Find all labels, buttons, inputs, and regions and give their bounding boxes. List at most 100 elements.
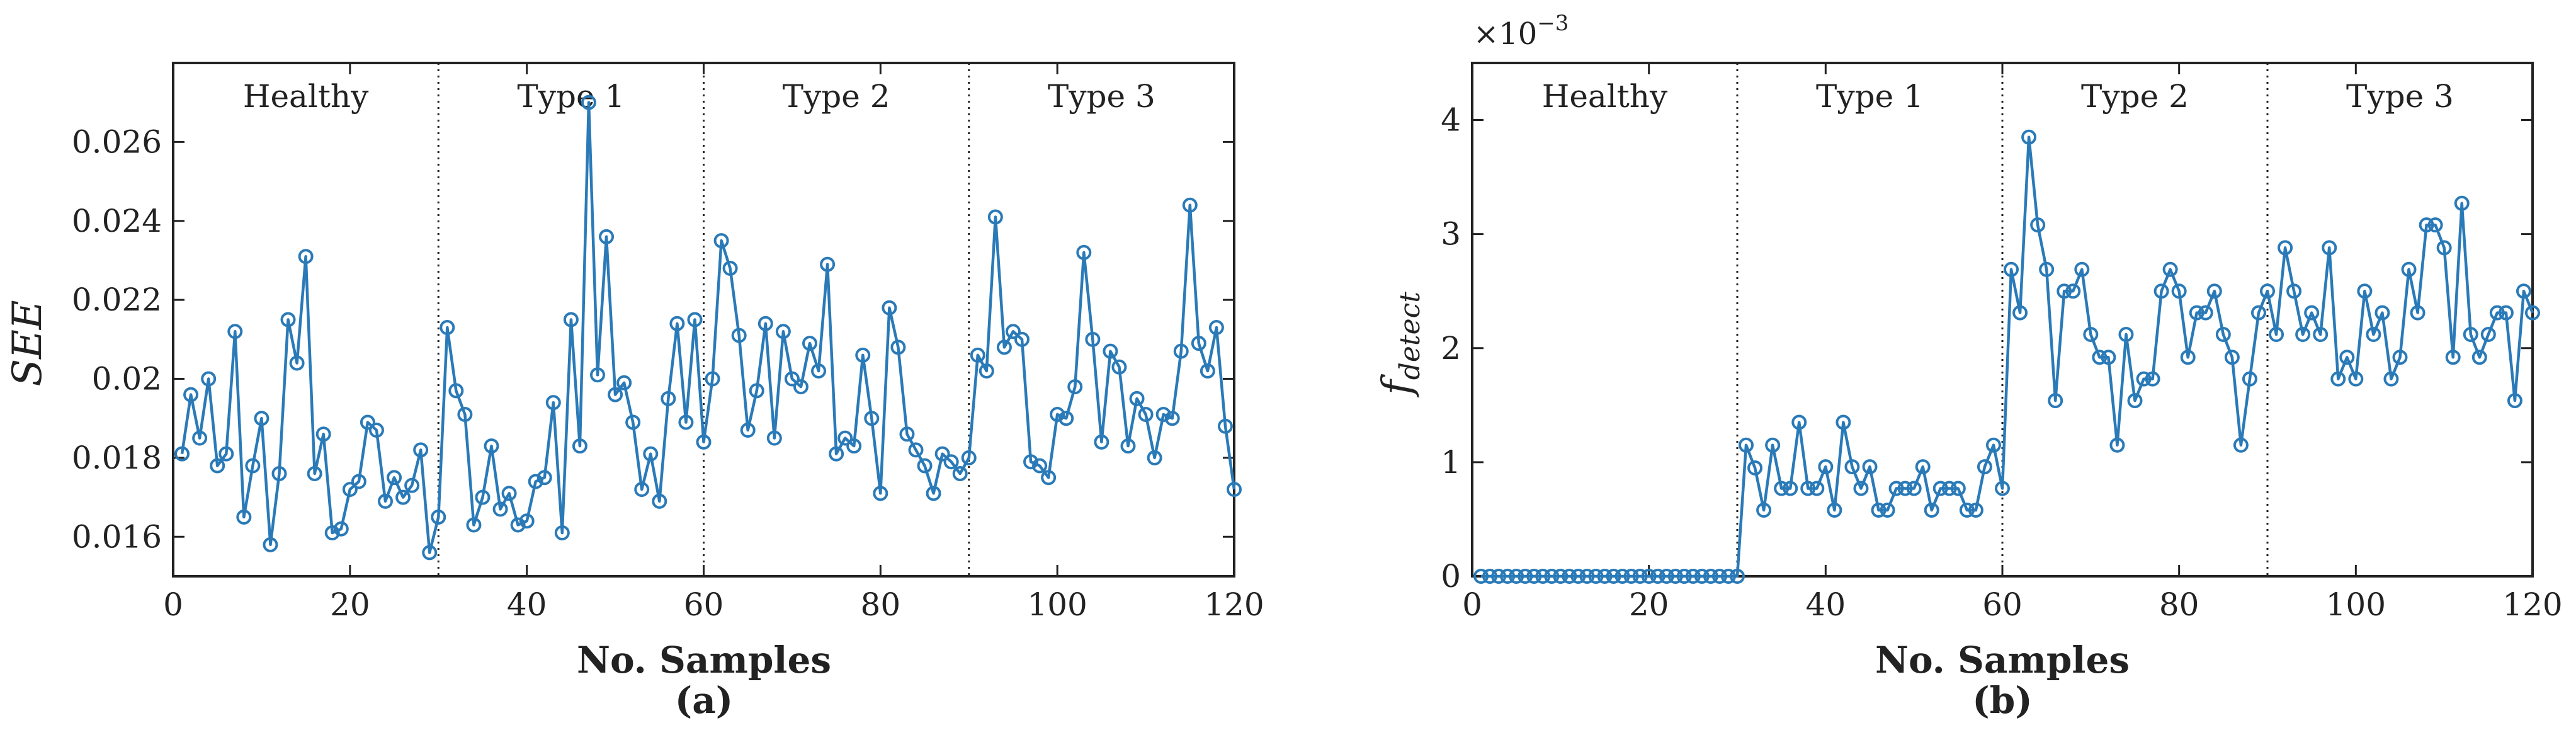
chart-a-data-point	[1120, 438, 1136, 454]
chart-a-region-label: Healthy	[243, 78, 369, 115]
chart-b-region-label: Type 3	[2346, 78, 2454, 115]
chart-a-data-point	[1173, 343, 1189, 359]
chart-a-data-point	[254, 411, 270, 426]
chart-a-data-point	[298, 249, 314, 265]
chart-b-data-point	[1800, 481, 1816, 496]
chart-b-xtick-label: 60	[1982, 586, 2023, 623]
chart-a-data-point	[987, 209, 1003, 225]
chart-b-data-point	[1685, 569, 1701, 584]
chart-b-data-point	[2507, 393, 2522, 409]
chart-a-data-point	[183, 387, 199, 402]
chart-a-data-point	[970, 347, 985, 363]
chart-a-xlabel: No. Samples	[577, 639, 831, 681]
chart-b-data-point	[1995, 481, 2010, 496]
chart-a-data-point	[315, 426, 331, 442]
chart-a-data-point	[1138, 406, 1154, 422]
chart-a-data-point	[926, 486, 941, 501]
chart-a-data-point	[1032, 458, 1048, 474]
chart-a-data-point	[368, 423, 384, 438]
chart-a-data-point	[1014, 331, 1030, 347]
chart-a-data-point	[563, 312, 579, 328]
chart-a-data-point	[1200, 363, 1215, 379]
chart-a-data-point	[413, 442, 429, 458]
chart-b-data-point	[2392, 350, 2408, 365]
chart-b-ytick-label: 1	[1441, 444, 1461, 481]
chart-a-data-point	[510, 517, 526, 533]
chart-a-data-point	[201, 371, 217, 387]
chart-b-data-point	[2357, 283, 2373, 299]
chart-a-data-point	[210, 458, 225, 474]
chart-b-data-point	[2445, 350, 2461, 365]
chart-a-data-point	[1164, 411, 1180, 426]
chart-a-data-point	[696, 434, 712, 450]
chart-a-data-point	[625, 414, 641, 430]
chart-a-ylabel: SEE	[4, 300, 51, 386]
chart-b-data-point	[1765, 437, 1781, 453]
chart-a-data-point	[961, 450, 977, 465]
chart-b-data-point	[2101, 350, 2116, 365]
chart-b-data-point	[2260, 283, 2275, 299]
chart-b-ytick-label: 2	[1441, 330, 1461, 367]
chart-a-data-point	[793, 379, 809, 395]
chart-a-data-point	[678, 414, 694, 430]
chart-b-xtick-label: 80	[2159, 586, 2199, 623]
chart-b-data-point	[1941, 481, 1957, 496]
chart-a-xtick-label: 120	[1204, 586, 1264, 623]
chart-b-data-point	[2304, 305, 2320, 321]
chart-b-data-point	[1783, 481, 1798, 496]
chart-b-data-point	[1968, 502, 1983, 518]
chart-b-data-point	[1915, 459, 1931, 475]
chart-a-data-point	[882, 300, 897, 316]
chart-a-series-line	[180, 101, 1236, 554]
chart-a-data-point	[218, 446, 234, 462]
chart-b-data-point	[1862, 459, 1878, 475]
chart-a-data-point	[661, 390, 676, 406]
chart-a-xtick-label: 0	[163, 586, 183, 623]
chart-b-data-point	[1932, 481, 1948, 496]
chart-b-data-point	[2180, 350, 2196, 365]
chart-a-data-point	[829, 446, 844, 462]
chart-b-data-point	[1570, 569, 1586, 584]
chart-b-xtick-label: 0	[1462, 586, 1482, 623]
chart-a-data-point	[1208, 320, 1224, 336]
chart-b-data-point	[2489, 305, 2505, 321]
chart-b-data-point	[2348, 371, 2364, 387]
chart-a-data-point	[846, 438, 862, 454]
chart-b-region-label: Type 1	[1816, 78, 1924, 115]
chart-b-data-point	[2375, 305, 2390, 321]
chart-a-data-point	[1085, 331, 1101, 347]
chart-a-data-point	[475, 489, 491, 505]
chart-b-data-point	[1473, 569, 1489, 584]
chart-b-data-point	[1720, 569, 1736, 584]
chart-a-data-point	[174, 446, 190, 462]
chart-b-data-point	[1747, 460, 1763, 476]
chart-a-data-point	[271, 466, 287, 481]
chart-a-data-point	[820, 256, 836, 272]
chart-b-data-point	[1818, 459, 1834, 475]
chart-b-data-point	[1739, 437, 1754, 453]
chart-b-data-point	[1950, 481, 1966, 496]
chart-b-data-point	[2454, 195, 2470, 211]
chart-b-data-point	[1518, 569, 1533, 584]
chart-a-data-point	[307, 466, 322, 481]
chart-b-data-point	[2269, 327, 2284, 343]
chart-b-data-point	[1659, 569, 1674, 584]
chart-a-data-point	[440, 320, 455, 336]
chart-a-data-point	[757, 316, 773, 331]
chart-b-xtick-label: 20	[1629, 586, 1669, 623]
chart-b-data-point	[2516, 283, 2531, 299]
chart-a-xtick-label: 40	[507, 586, 547, 623]
chart-b-data-point	[2339, 350, 2355, 365]
chart-a-data-point	[811, 363, 827, 379]
chart-a-xtick-label: 20	[330, 586, 370, 623]
chart-a-data-point	[917, 458, 933, 474]
chart-a-data-point	[908, 442, 924, 458]
chart-a-data-point	[873, 486, 888, 501]
chart-a-data-point	[775, 324, 791, 339]
chart-a-ytick-label: 0.024	[72, 203, 162, 239]
chart-b-data-point	[2215, 327, 2231, 343]
chart-a-data-point	[1182, 197, 1198, 213]
chart-b-ytick-label: 4	[1441, 102, 1461, 139]
chart-b-data-point	[1641, 569, 1657, 584]
chart-a-ytick-label: 0.022	[72, 282, 162, 318]
